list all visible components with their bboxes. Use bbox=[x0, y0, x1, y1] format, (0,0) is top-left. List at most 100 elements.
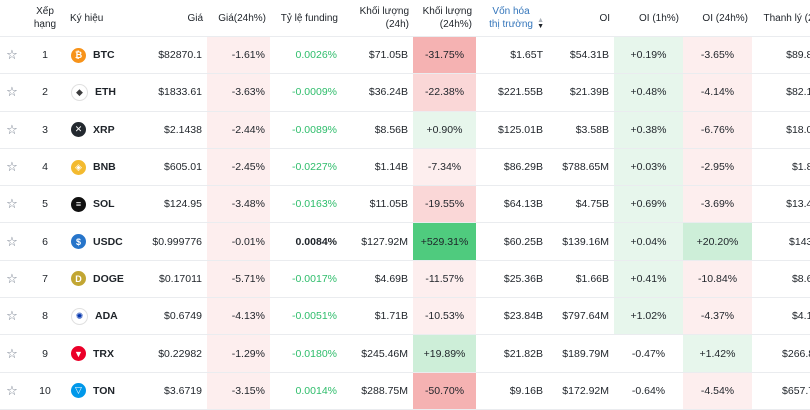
header-funding[interactable]: Tỷ lệ funding bbox=[280, 12, 338, 24]
oi-1h-cell: +0.19% bbox=[614, 36, 683, 75]
table-row[interactable]: ☆ 10 ▽ TON $3.6719 -3.15% 0.0014% $288.7… bbox=[0, 372, 810, 410]
change-cell: -0.01% bbox=[207, 222, 270, 261]
funding-cell: -0.0227% bbox=[270, 148, 342, 187]
price-cell: $124.95 bbox=[141, 185, 207, 224]
oi-cell: $139.16M bbox=[548, 222, 614, 261]
symbol-label: ETH bbox=[95, 86, 116, 99]
funding-cell: -0.0089% bbox=[270, 111, 342, 149]
header-oi[interactable]: OI bbox=[599, 12, 610, 24]
mcap-cell: $9.16B bbox=[476, 372, 548, 410]
oi-1h-cell: +0.04% bbox=[614, 222, 683, 261]
favorite-star-icon[interactable]: ☆ bbox=[0, 372, 24, 410]
favorite-star-icon[interactable]: ☆ bbox=[0, 185, 24, 224]
oi-cell: $172.92M bbox=[548, 372, 614, 410]
oi-1h-cell: -0.47% bbox=[614, 334, 683, 373]
favorite-star-icon[interactable]: ☆ bbox=[0, 148, 24, 187]
volume-pct-cell: -31.75% bbox=[413, 36, 476, 75]
volume-cell: $288.75M bbox=[342, 372, 413, 410]
volume-cell: $11.05B bbox=[342, 185, 413, 224]
header-rank[interactable]: Xếp hạng bbox=[33, 6, 57, 30]
favorite-star-icon[interactable]: ☆ bbox=[0, 260, 24, 299]
table-row[interactable]: ☆ 5 ≡ SOL $124.95 -3.48% -0.0163% $11.05… bbox=[0, 185, 810, 224]
symbol-cell[interactable]: ◆ ETH bbox=[66, 73, 141, 112]
symbol-label: TRX bbox=[93, 347, 114, 360]
price-cell: $82870.1 bbox=[141, 36, 207, 75]
liq-cell: $1.87M bbox=[752, 148, 810, 187]
symbol-label: TON bbox=[93, 384, 115, 397]
doge-icon: D bbox=[71, 271, 86, 287]
oi-cell: $21.39B bbox=[548, 73, 614, 112]
header-oi-24h[interactable]: OI (24h%) bbox=[702, 12, 748, 24]
mcap-cell: $64.13B bbox=[476, 185, 548, 224]
rank-cell: 5 bbox=[24, 185, 66, 224]
table-row[interactable]: ☆ 1 ₿ BTC $82870.1 -1.61% 0.0026% $71.05… bbox=[0, 36, 810, 75]
table-row[interactable]: ☆ 3 ✕ XRP $2.1438 -2.44% -0.0089% $8.56B… bbox=[0, 111, 810, 149]
favorite-star-icon[interactable]: ☆ bbox=[0, 36, 24, 75]
symbol-cell[interactable]: ▽ TON bbox=[66, 372, 141, 410]
oi-1h-cell: +0.38% bbox=[614, 111, 683, 149]
symbol-cell[interactable]: D DOGE bbox=[66, 260, 141, 299]
mcap-cell: $125.01B bbox=[476, 111, 548, 149]
oi-1h-cell: +1.02% bbox=[614, 297, 683, 336]
change-cell: -3.15% bbox=[207, 372, 270, 410]
header-volume[interactable]: Khối lượng (24h) bbox=[359, 6, 409, 30]
liq-cell: $266.83K bbox=[752, 334, 810, 373]
oi-24h-cell: -10.84% bbox=[683, 260, 752, 299]
symbol-cell[interactable]: ✕ XRP bbox=[66, 111, 141, 149]
oi-24h-cell: -4.37% bbox=[683, 297, 752, 336]
oi-1h-cell: +0.41% bbox=[614, 260, 683, 299]
header-liq[interactable]: Thanh lý (24h) bbox=[763, 12, 810, 24]
symbol-label: DOGE bbox=[93, 272, 124, 285]
rank-cell: 10 bbox=[24, 372, 66, 410]
price-cell: $0.999776 bbox=[141, 222, 207, 261]
favorite-star-icon[interactable]: ☆ bbox=[0, 111, 24, 149]
table-row[interactable]: ☆ 6 $ USDC $0.999776 -0.01% 0.0084% $127… bbox=[0, 222, 810, 261]
funding-cell: -0.0163% bbox=[270, 185, 342, 224]
volume-cell: $127.92M bbox=[342, 222, 413, 261]
table-row[interactable]: ☆ 9 ▼ TRX $0.22982 -1.29% -0.0180% $245.… bbox=[0, 334, 810, 373]
favorite-star-icon[interactable]: ☆ bbox=[0, 222, 24, 261]
sol-icon: ≡ bbox=[71, 196, 86, 212]
symbol-cell[interactable]: ◈ BNB bbox=[66, 148, 141, 187]
change-cell: -3.48% bbox=[207, 185, 270, 224]
symbol-cell[interactable]: ▼ TRX bbox=[66, 334, 141, 373]
funding-cell: -0.0180% bbox=[270, 334, 342, 373]
symbol-label: XRP bbox=[93, 123, 115, 136]
header-mcap[interactable]: Vốn hóa thị trường ▲ ▼ bbox=[476, 0, 548, 37]
volume-cell: $1.71B bbox=[342, 297, 413, 336]
funding-cell: -0.0051% bbox=[270, 297, 342, 336]
header-change[interactable]: Giá(24h%) bbox=[218, 12, 266, 24]
symbol-cell[interactable]: $ USDC bbox=[66, 222, 141, 261]
symbol-cell[interactable]: ✺ ADA bbox=[66, 297, 141, 336]
rank-cell: 9 bbox=[24, 334, 66, 373]
favorite-star-icon[interactable]: ☆ bbox=[0, 297, 24, 336]
table-row[interactable]: ☆ 7 D DOGE $0.17011 -5.71% -0.0017% $4.6… bbox=[0, 260, 810, 299]
price-cell: $0.22982 bbox=[141, 334, 207, 373]
symbol-cell[interactable]: ₿ BTC bbox=[66, 36, 141, 75]
volume-pct-cell: +0.90% bbox=[413, 111, 476, 149]
table-row[interactable]: ☆ 4 ◈ BNB $605.01 -2.45% -0.0227% $1.14B… bbox=[0, 148, 810, 187]
volume-cell: $4.69B bbox=[342, 260, 413, 299]
change-cell: -5.71% bbox=[207, 260, 270, 299]
favorite-star-icon[interactable]: ☆ bbox=[0, 334, 24, 373]
table-row[interactable]: ☆ 2 ◆ ETH $1833.61 -3.63% -0.0009% $36.2… bbox=[0, 73, 810, 112]
symbol-cell[interactable]: ≡ SOL bbox=[66, 185, 141, 224]
usdc-icon: $ bbox=[71, 234, 86, 250]
mcap-cell: $21.82B bbox=[476, 334, 548, 373]
mcap-cell: $221.55B bbox=[476, 73, 548, 112]
header-oi-1h[interactable]: OI (1h%) bbox=[638, 12, 679, 24]
oi-cell: $54.31B bbox=[548, 36, 614, 75]
header-price[interactable]: Giá bbox=[187, 12, 203, 24]
oi-cell: $3.58B bbox=[548, 111, 614, 149]
change-cell: -2.45% bbox=[207, 148, 270, 187]
header-star bbox=[0, 0, 24, 37]
funding-cell: -0.0009% bbox=[270, 73, 342, 112]
eth-icon: ◆ bbox=[71, 83, 88, 101]
rank-cell: 6 bbox=[24, 222, 66, 261]
header-symbol[interactable]: Ký hiệu bbox=[70, 12, 104, 24]
funding-cell: 0.0084% bbox=[270, 222, 342, 261]
favorite-star-icon[interactable]: ☆ bbox=[0, 73, 24, 112]
header-volume-pct[interactable]: Khối lượng (24h%) bbox=[422, 6, 472, 30]
funding-cell: 0.0026% bbox=[270, 36, 342, 75]
table-row[interactable]: ☆ 8 ✺ ADA $0.6749 -4.13% -0.0051% $1.71B… bbox=[0, 297, 810, 336]
